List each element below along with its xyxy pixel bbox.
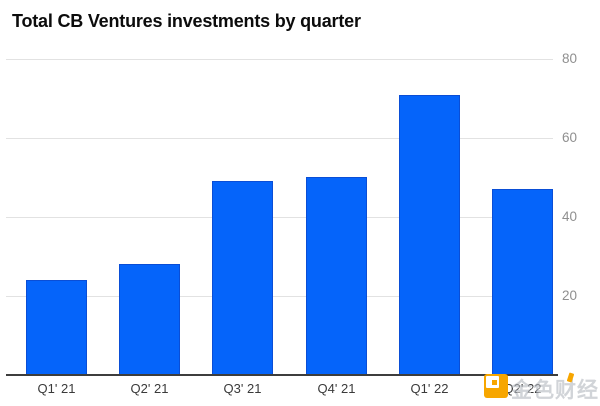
jinse-finance-logo-icon [484,374,508,398]
gridline-60 [6,137,553,139]
x-axis-label-1: Q1' 21 [37,381,76,396]
bar-q2-22 [492,189,553,375]
y-tick-label-20: 20 [562,288,578,303]
gridline-40 [6,216,553,218]
bar-q2-21 [119,264,180,375]
bar-q1-21 [26,280,87,375]
bar-q1-22 [399,95,460,375]
x-axis-line [6,374,558,376]
gridline-20 [6,295,553,297]
x-axis-label-6: Q2' 22 [503,381,542,396]
x-axis-label-4: Q4' 21 [317,381,356,396]
y-tick-label-60: 60 [562,130,578,145]
watermark: 金色财经 [484,372,600,402]
y-tick-label-40: 40 [562,209,578,224]
x-axis-label-5: Q1' 22 [410,381,449,396]
y-tick-label-80: 80 [562,51,578,66]
watermark-text: 金色财经 [511,379,599,402]
bar-q4-21 [306,177,367,375]
logo-dot [492,380,497,385]
x-axis-label-2: Q2' 21 [130,381,169,396]
x-axis-label-3: Q3' 21 [223,381,262,396]
gridline-80 [6,58,553,60]
chart-title: Total CB Ventures investments by quarter [12,11,361,31]
bar-q3-21 [212,181,273,375]
